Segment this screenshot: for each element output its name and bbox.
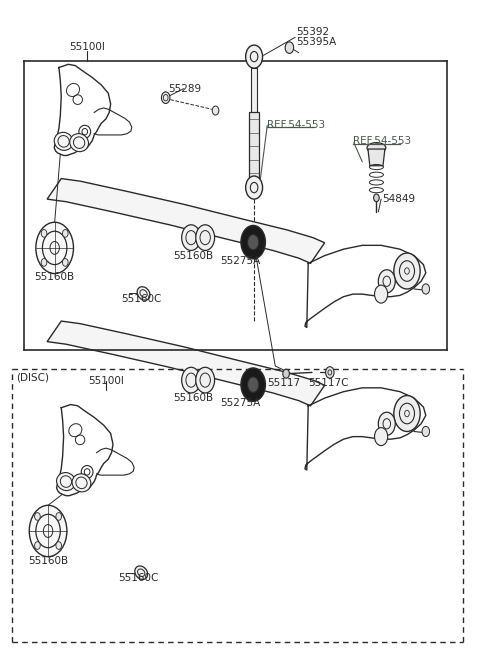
Circle shape <box>62 259 68 267</box>
Text: 55395A: 55395A <box>297 37 336 48</box>
Ellipse shape <box>72 474 91 492</box>
Polygon shape <box>251 68 257 116</box>
Text: (DISC): (DISC) <box>16 373 49 383</box>
Text: 55289: 55289 <box>168 84 201 94</box>
Circle shape <box>41 229 47 237</box>
Circle shape <box>325 367 334 378</box>
Circle shape <box>374 285 388 303</box>
Text: 54849: 54849 <box>382 194 415 204</box>
Circle shape <box>394 253 420 289</box>
Circle shape <box>212 106 219 115</box>
Circle shape <box>285 42 294 54</box>
Text: 55160C: 55160C <box>121 293 162 304</box>
Text: 55117: 55117 <box>267 378 300 388</box>
Circle shape <box>246 45 263 68</box>
Circle shape <box>394 396 420 432</box>
Circle shape <box>422 284 430 294</box>
Circle shape <box>246 176 263 199</box>
Circle shape <box>422 426 430 437</box>
Text: 55275A: 55275A <box>220 398 260 408</box>
Text: 55275A: 55275A <box>220 255 260 266</box>
Text: 55160C: 55160C <box>119 573 159 583</box>
Circle shape <box>35 542 40 550</box>
Ellipse shape <box>54 132 73 151</box>
Text: REF.54-553: REF.54-553 <box>353 136 411 146</box>
Circle shape <box>181 225 201 250</box>
Ellipse shape <box>57 472 75 491</box>
Polygon shape <box>47 179 324 263</box>
Polygon shape <box>249 113 259 180</box>
Text: 55117C: 55117C <box>308 378 348 388</box>
Text: 55160B: 55160B <box>35 272 75 282</box>
Ellipse shape <box>70 134 88 152</box>
Ellipse shape <box>135 566 148 580</box>
Text: 55160B: 55160B <box>28 556 68 566</box>
Text: 55392: 55392 <box>297 28 330 37</box>
Circle shape <box>283 369 289 378</box>
Polygon shape <box>47 321 324 406</box>
Circle shape <box>62 229 68 237</box>
Circle shape <box>56 542 61 550</box>
Polygon shape <box>368 149 385 166</box>
Circle shape <box>161 92 170 103</box>
Circle shape <box>56 513 61 520</box>
Text: 55160B: 55160B <box>173 251 213 261</box>
Text: 55100I: 55100I <box>88 375 124 386</box>
Circle shape <box>196 367 215 393</box>
Circle shape <box>29 505 67 557</box>
Circle shape <box>374 428 388 445</box>
Circle shape <box>196 225 215 250</box>
Circle shape <box>181 367 201 393</box>
Circle shape <box>36 222 73 274</box>
Text: REF.54-553: REF.54-553 <box>267 120 325 130</box>
Ellipse shape <box>137 287 150 300</box>
Text: 55100I: 55100I <box>69 42 105 52</box>
Circle shape <box>241 225 265 259</box>
Circle shape <box>41 259 47 267</box>
Circle shape <box>378 270 395 293</box>
Circle shape <box>241 368 265 402</box>
Text: 55160B: 55160B <box>173 393 213 403</box>
Circle shape <box>248 234 259 250</box>
Circle shape <box>378 412 395 436</box>
Circle shape <box>35 513 40 520</box>
Circle shape <box>248 377 259 392</box>
Ellipse shape <box>367 143 386 153</box>
Circle shape <box>373 194 379 202</box>
